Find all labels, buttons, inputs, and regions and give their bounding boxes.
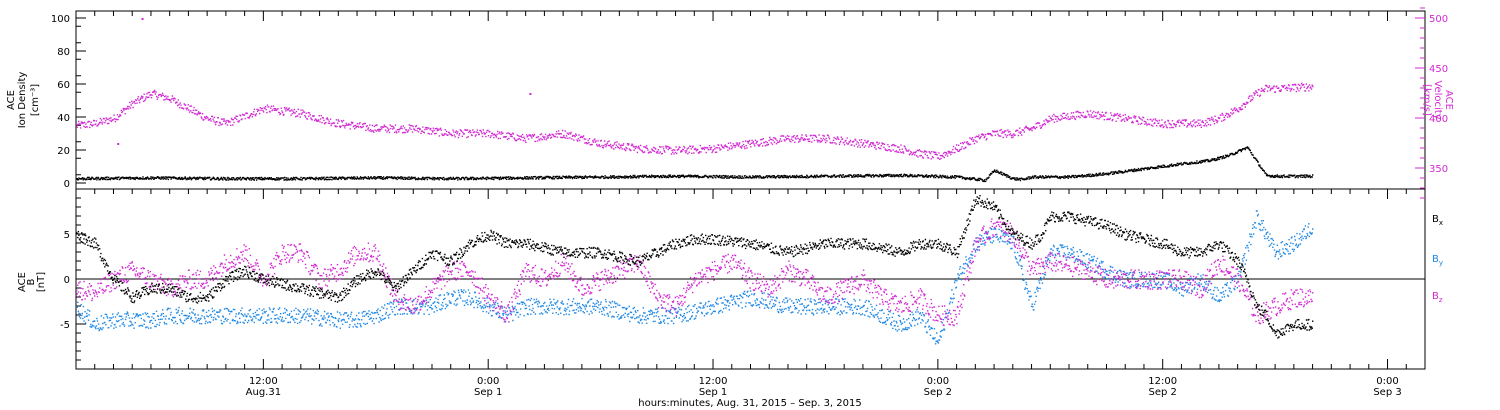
density-label-line3: [cm⁻³] [30,84,41,116]
velocity-tick-label: 500 [1429,14,1448,25]
bfield-tick-label: 5 [64,230,70,241]
bfield-label-line3: [nT] [36,272,47,292]
legend-by: By [1432,254,1443,267]
legend-bz: Bz [1432,291,1443,304]
density-tick-label: 80 [57,47,70,58]
date-tick-label: Sep 2 [1148,387,1176,398]
density-axis: 0 20 40 60 80 100 [51,14,86,190]
x-axis-title: hours:minutes, Aug. 31, 2015 – Sep. 3, 2… [638,398,861,409]
density-tick-label: 100 [51,14,70,25]
velocity-tick-label: 400 [1429,114,1448,125]
time-tick-label: 0:00 [927,376,949,387]
date-tick-label: Sep 3 [1373,387,1401,398]
bfield-tick-label: 0 [64,275,70,286]
velocity-points [76,82,1314,160]
time-tick-label: 12:00 [699,376,728,387]
date-tick-label: Sep 1 [474,387,502,398]
data-marks [76,18,1314,345]
density-tick-label: 0 [64,179,70,190]
velocity-label-line1: ACE [1443,90,1454,110]
outlier-point [529,93,532,95]
bfield-label-line1: ACE [17,272,28,292]
density-label-line1: ACE [6,90,17,110]
density-tick-label: 40 [57,113,70,124]
magnetic-field-axis: -5 0 5 [60,197,86,361]
density-points [76,146,1314,183]
density-tick-label: 60 [57,80,70,91]
time-tick-label: 12:00 [249,376,278,387]
outlier-point [141,18,144,20]
outlier-point [117,143,120,145]
time-tick-label: 12:00 [1148,376,1177,387]
density-tick-label: 20 [57,146,70,157]
velocity-label-line2: Velocity [1432,80,1443,119]
date-tick-label: Sep 2 [924,387,952,398]
time-tick-label: 0:00 [477,376,499,387]
date-tick-label: Sep 1 [699,387,727,398]
velocity-tick-label: 350 [1429,164,1448,175]
velocity-tick-label: 450 [1429,64,1448,75]
legend-bx: Bx [1432,214,1443,227]
density-velocity-panel-frame [75,10,1426,190]
time-tick-label: 0:00 [1376,376,1398,387]
velocity-label-line3: [km/s] [1421,84,1432,116]
date-tick-label: Aug.31 [246,387,281,398]
bfield-label-line2: B [26,278,37,285]
bfield-tick-label: -5 [60,320,70,331]
velocity-axis: 350400450500550600 [1415,7,1448,199]
density-label-line2: Ion Density [17,72,28,129]
